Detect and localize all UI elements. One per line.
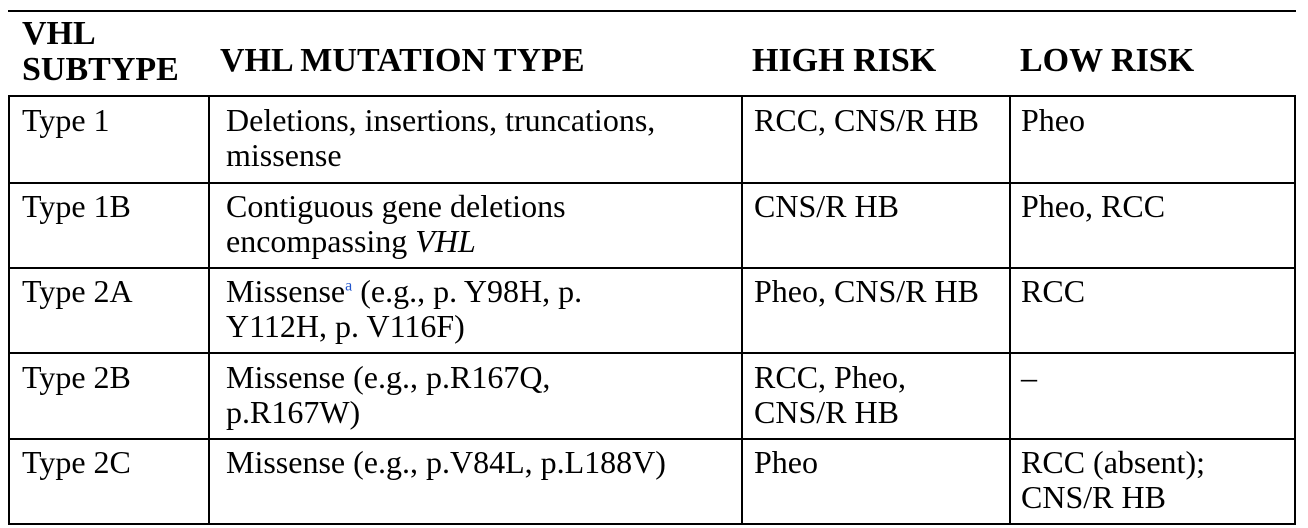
table-row-type-1-mutation: Deletions, insertions, truncations, miss… [226,102,656,173]
header-mutation-type: VHL MUTATION TYPE [220,42,585,79]
row-rule [8,438,1296,440]
column-rule [741,97,743,525]
table-row-type-2c-low-risk: RCC (absent); CNS/R HB [1021,444,1205,515]
column-rule [8,97,10,525]
row-rule [8,352,1296,354]
column-rule [1294,97,1296,525]
table-row-type-1b-high-risk: CNS/R HB [754,188,899,224]
table-row-type-1-subtype: Type 1 [22,102,110,138]
table-row-type-2c-mutation: Missense (e.g., p.V84L, p.L188V) [226,444,666,480]
mutation-text: Missense [226,273,346,309]
header-high-risk: HIGH RISK [752,42,937,79]
table-top-rule [8,10,1296,12]
table-row-type-2b-subtype: Type 2B [22,359,131,395]
table-row-type-1b-mutation: Contiguous gene deletions encompassing V… [226,189,740,259]
table-row-type-1b-low-risk: Pheo, RCC [1021,188,1166,224]
table-row-type-1b-subtype: Type 1B [22,188,131,224]
vhl-gene-italic: VHL [415,223,476,259]
row-rule [8,267,1296,269]
table-row-type-2c-subtype: Type 2C [22,444,131,480]
header-bottom-rule [8,95,1296,97]
column-rule [208,97,210,525]
table-row-type-2a-low-risk: RCC [1021,273,1086,309]
row-rule [8,182,1296,184]
table-row-type-1-high-risk: RCC, CNS/R HB [754,102,979,138]
header-low-risk: LOW RISK [1020,42,1195,79]
table-row-type-2b-low-risk: – [1021,359,1037,395]
table-row-type-1-low-risk: Pheo [1021,102,1085,138]
footnote-a-link[interactable]: a [345,277,353,295]
table-row-type-2a-mutation: Missensea (e.g., p. Y98H, p. Y112H, p. V… [226,274,740,344]
mutation-text: Contiguous gene deletions encompassing [226,188,566,259]
header-subtype: VHL SUBTYPE [22,15,179,88]
table-bottom-rule [8,523,1296,525]
table-row-type-2b-mutation: Missense (e.g., p.R167Q, p.R167W) [226,359,551,430]
table-row-type-2a-high-risk: Pheo, CNS/R HB [754,273,979,309]
table-row-type-2a-subtype: Type 2A [22,273,133,309]
column-rule [1009,97,1011,525]
table-row-type-2c-high-risk: Pheo [754,444,818,480]
table-row-type-2b-high-risk: RCC, Pheo, CNS/R HB [754,359,907,430]
mutation-examples: (e.g., p. Y98H, p. Y112H, p. V116F) [226,273,583,344]
vhl-subtype-table: VHL SUBTYPE VHL MUTATION TYPE HIGH RISK … [8,10,1296,525]
